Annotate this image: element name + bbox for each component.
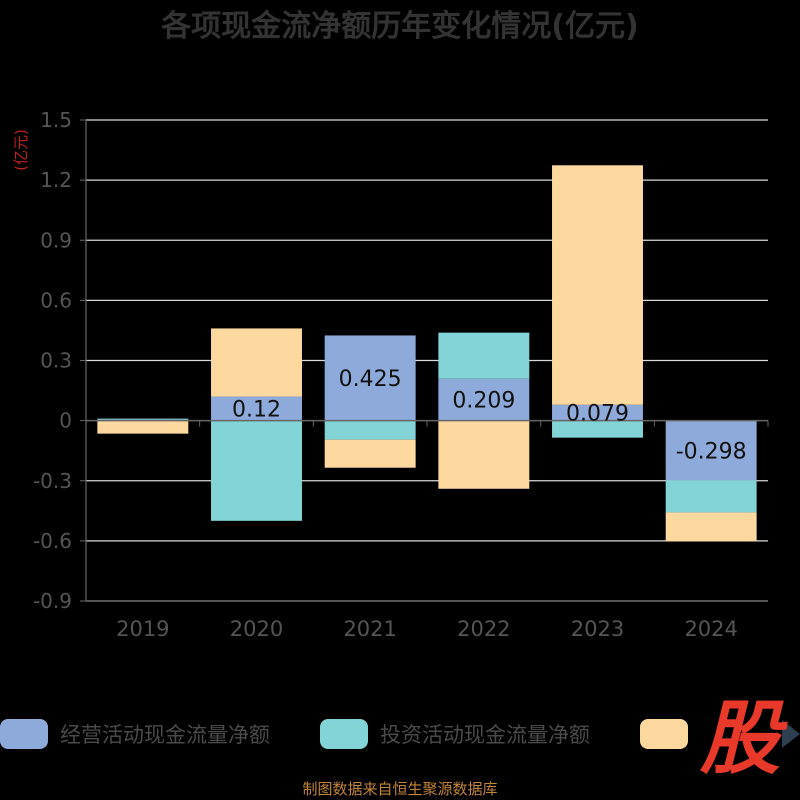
legend-swatch-investing [320, 719, 368, 749]
bar-series2-2022 [438, 420, 530, 489]
bar-series2-2021 [324, 439, 416, 468]
legend-label-operating: 经营活动现金流量净额 [60, 723, 270, 747]
y-tick-label: 0.6 [40, 288, 72, 312]
x-tick-label: 2024 [684, 617, 737, 641]
bar-series2-2024 [665, 512, 757, 542]
bar-series1-2022 [438, 332, 530, 379]
grid [86, 119, 768, 602]
x-tick-label: 2019 [116, 617, 169, 641]
bar-series0-2020 [211, 396, 302, 421]
chart-title: 各项现金流净额历年变化情况(亿元) [160, 9, 638, 44]
y-tick-label: 0.3 [40, 349, 72, 373]
y-tick-label: 1.5 [40, 108, 72, 132]
legend-swatch-financing [640, 719, 688, 749]
data-label-2024: -0.298 [676, 439, 747, 464]
y-tick-label: -0.9 [33, 589, 72, 613]
data-label-2022: 0.209 [452, 389, 515, 414]
y-tick-label: -0.6 [33, 529, 72, 553]
bar-series1-2019 [97, 418, 189, 420]
legend-item-investing[interactable]: 投资活动现金流量净额 [320, 718, 590, 750]
axes: 1.5 1.2 0.9 0.6 0.3 0 -0.3 -0.6 -0.9 2019 2020 2021… [33, 108, 769, 641]
bar-series0-2024 [665, 420, 757, 481]
brand-logo: 股 [700, 692, 780, 785]
x-tick-label: 2022 [457, 617, 510, 641]
legend-next-page-icon[interactable] [782, 720, 800, 748]
x-tick-label: 2021 [343, 617, 396, 641]
x-tick-label: 2020 [230, 617, 283, 641]
bar-series2-2019 [97, 420, 189, 434]
y-tick-label: 0.9 [40, 228, 72, 252]
bar-series2-2020 [211, 328, 302, 397]
data-label-2021: 0.425 [339, 367, 402, 392]
data-label-2020: 0.12 [232, 398, 281, 423]
bars [97, 165, 757, 542]
data-label-2023: 0.079 [566, 402, 629, 427]
legend-item-operating[interactable]: 经营活动现金流量净额 [0, 718, 270, 750]
source-footer: 制图数据来自恒生聚源数据库 [302, 780, 498, 798]
bar-series1-2021 [324, 420, 416, 440]
y-tick-label: 0 [59, 409, 72, 433]
bar-series1-2024 [665, 480, 757, 513]
bar-series0-2022 [438, 378, 530, 421]
bar-series1-2020 [211, 420, 302, 521]
bar-series1-2023 [552, 420, 643, 438]
y-tick-label: 1.2 [40, 168, 72, 192]
legend-item-financing[interactable] [640, 718, 688, 750]
legend-label-investing: 投资活动现金流量净额 [380, 723, 590, 747]
legend-swatch-operating [0, 719, 48, 749]
legend: 经营活动现金流量净额 投资活动现金流量净额 [0, 714, 800, 754]
x-tick-label: 2023 [571, 617, 624, 641]
data-labels: 0.12 0.425 0.209 0.079 -0.298 [232, 367, 747, 464]
y-tick-label: -0.3 [33, 469, 72, 493]
bar-series0-2023 [552, 404, 643, 421]
bar-series0-2021 [324, 335, 416, 421]
y-axis-label: (亿元) [12, 129, 30, 171]
bar-series2-2023 [552, 165, 643, 405]
